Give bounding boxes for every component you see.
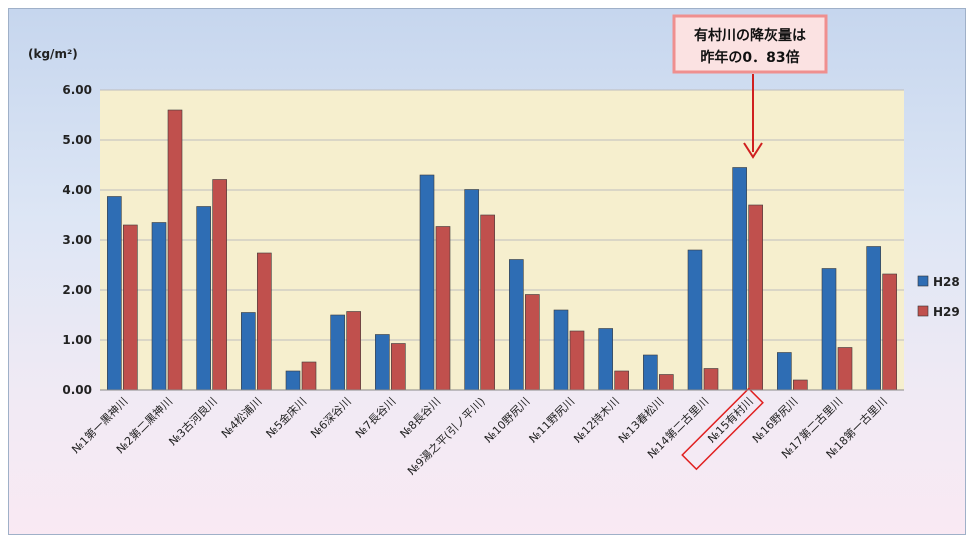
bar-h28-2: [151, 222, 167, 391]
bar-h29-13: [659, 374, 674, 391]
bar-h29-12: [614, 370, 629, 391]
x-category-label: №5金床川: [263, 394, 309, 440]
bar-h29-5: [301, 361, 317, 391]
bar-h28-10: [509, 259, 524, 391]
bar-h28-17: [821, 268, 837, 391]
bar-h28-5: [285, 370, 301, 391]
gridlines: [100, 89, 904, 341]
highlight-box: [681, 387, 764, 471]
y-tick-label: 4.00: [62, 183, 92, 197]
x-category-label: №6深谷川: [308, 395, 354, 441]
bar-h28-3: [196, 206, 211, 391]
bar-h29-18: [882, 273, 897, 391]
y-tick-label: 0.00: [62, 383, 92, 397]
bar-h28-1: [107, 196, 122, 391]
y-axis-ticks: 0.00 1.00 2.00 3.00 4.00 5.00 6.00: [62, 83, 92, 397]
y-axis-unit-label: (kg/m²): [28, 47, 78, 61]
bar-h29-1: [123, 224, 138, 391]
bar-h28-15: [732, 167, 747, 391]
bar-h29-2: [167, 109, 183, 391]
y-tick-label: 5.00: [62, 133, 92, 147]
bar-h28-12: [598, 328, 613, 391]
bar-h28-8: [419, 174, 435, 391]
bar-h29-17: [837, 347, 853, 391]
callout-line-2: 昨年の0．83倍: [700, 49, 799, 66]
bar-h29-10: [525, 294, 540, 391]
bar-h28-16: [777, 352, 792, 391]
y-tick-label: 3.00: [62, 233, 92, 247]
x-category-label: №3古河良川: [166, 394, 220, 448]
x-category-label: №8長谷川: [398, 395, 444, 441]
bar-h29-6: [346, 311, 361, 391]
x-category-label: №15有村川: [705, 394, 756, 445]
bar-h29-4: [257, 252, 272, 391]
x-category-label: №7長谷川: [353, 395, 399, 441]
y-tick-label: 1.00: [62, 333, 92, 347]
legend-swatch-h28: [917, 275, 929, 287]
legend-label-h29: H29: [933, 305, 960, 319]
x-category-label: №12持木川: [571, 394, 622, 445]
x-category-label: №10野尻川: [482, 395, 533, 446]
bar-h29-11: [569, 330, 585, 391]
bar-h29-7: [391, 343, 406, 391]
bar-h28-6: [330, 314, 345, 391]
bar-h28-7: [375, 334, 390, 391]
bar-h29-9: [480, 214, 495, 391]
callout-background: [672, 14, 828, 74]
bar-h28-11: [553, 309, 569, 391]
x-category-label: №4松浦川: [218, 394, 264, 440]
bar-h29-15: [748, 204, 763, 391]
bar-h28-14: [687, 249, 703, 391]
x-category-label: №9湯之平(引ノ平川): [404, 394, 487, 477]
y-tick-label: 6.00: [62, 83, 92, 97]
bars: [107, 109, 897, 391]
bar-h29-8: [435, 226, 451, 391]
bar-h28-13: [643, 354, 658, 391]
callout-arrow-head: [743, 142, 763, 159]
legend-swatch-h29: [917, 305, 929, 317]
legend-label-h28: H28: [933, 275, 960, 289]
legend: H28 H29: [917, 275, 960, 319]
y-tick-label: 2.00: [62, 283, 92, 297]
callout-line-1: 有村川の降灰量は: [694, 27, 806, 44]
callout-box: 有村川の降灰量は 昨年の0．83倍: [672, 14, 828, 159]
bar-h29-14: [703, 368, 719, 391]
bar-h28-4: [241, 312, 256, 391]
bar-h29-3: [212, 179, 227, 391]
bar-h28-18: [866, 246, 881, 391]
x-category-label: №11野尻川: [527, 395, 578, 446]
bar-h28-9: [464, 189, 479, 391]
bar-h29-16: [793, 379, 808, 391]
